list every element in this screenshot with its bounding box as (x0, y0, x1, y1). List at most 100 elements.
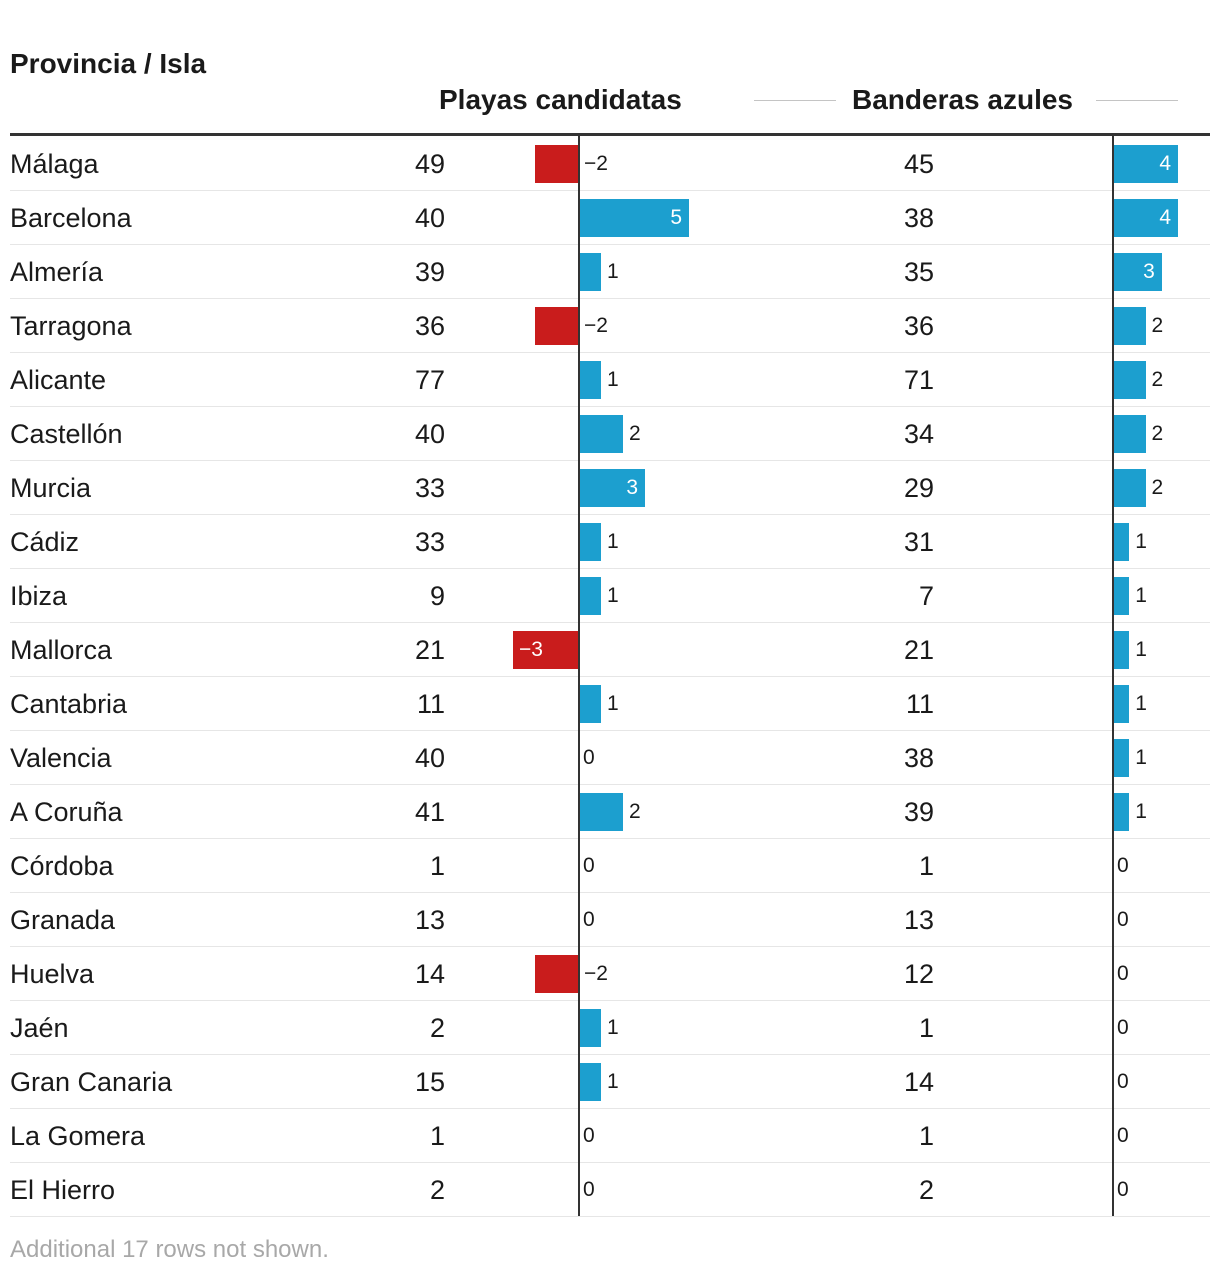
banderas-change-label: 0 (1117, 1070, 1129, 1093)
row-separator (10, 946, 1210, 947)
row-separator (10, 730, 1210, 731)
playas-change-bar (535, 145, 579, 183)
banderas-change-bar (1113, 685, 1130, 723)
banderas-change-label: 0 (1117, 854, 1129, 877)
playas-change-label: 1 (607, 1016, 619, 1039)
header-rule-left (754, 100, 836, 101)
banderas-value: 2 (918, 1175, 934, 1205)
playas-value: 77 (414, 365, 445, 395)
playas-change-bar (535, 307, 579, 345)
province-name: El Hierro (10, 1175, 116, 1205)
banderas-change-bar (1113, 577, 1130, 615)
playas-change-bar (579, 523, 601, 561)
row-separator (10, 1000, 1210, 1001)
playas-change-label: 0 (583, 746, 595, 769)
province-name: Barcelona (10, 203, 132, 233)
row-separator (10, 1162, 1210, 1163)
banderas-change-label: 1 (1135, 530, 1147, 553)
playas-value: 15 (414, 1067, 445, 1097)
row-separator (10, 568, 1210, 569)
banderas-change-label: 0 (1117, 962, 1129, 985)
banderas-change-label: 4 (1159, 152, 1171, 175)
banderas-value: 71 (903, 365, 934, 395)
playas-value: 11 (416, 689, 445, 719)
banderas-change-bar (1113, 145, 1178, 183)
banderas-value: 36 (903, 311, 934, 341)
banderas-change-bar (1113, 307, 1146, 345)
playas-change-label: 1 (607, 530, 619, 553)
playas-change-label: 0 (583, 908, 595, 931)
table-row: Barcelona 40 5 38 4 (10, 191, 1210, 245)
playas-value: 36 (414, 311, 445, 341)
playas-change-bar (579, 1009, 601, 1047)
table-row: Cádiz 33 1 31 1 (10, 515, 1210, 569)
table-row: Jaén 2 1 1 0 (10, 1001, 1210, 1055)
banderas-change-label: 2 (1151, 368, 1164, 391)
banderas-change-label: 2 (1151, 422, 1164, 445)
playas-change-label: 1 (607, 368, 619, 391)
row-separator (10, 190, 1210, 191)
row-separator (10, 838, 1210, 839)
banderas-value: 39 (903, 797, 934, 827)
table-row: Alicante 77 1 71 2 (10, 353, 1210, 407)
row-separator (10, 892, 1210, 893)
table-row: Ibiza 9 1 7 1 (10, 569, 1210, 623)
province-name: Murcia (10, 473, 92, 503)
table-row: Almería 39 1 35 3 (10, 245, 1210, 299)
playas-value: 49 (414, 149, 445, 179)
playas-value: 33 (414, 527, 445, 557)
banderas-change-bar (1113, 523, 1130, 561)
playas-value: 40 (414, 203, 445, 233)
province-name: A Coruña (10, 797, 123, 827)
table-row: Málaga 49 −2 45 4 (10, 137, 1210, 191)
playas-change-label: 2 (629, 800, 641, 823)
banderas-value: 13 (903, 905, 934, 935)
banderas-change-label: 4 (1159, 206, 1171, 229)
playas-value: 33 (414, 473, 445, 503)
playas-change-label: 5 (670, 206, 682, 229)
table-row: Córdoba 1 0 1 0 (10, 839, 1210, 893)
row-separator (10, 406, 1210, 407)
playas-change-bar (579, 685, 601, 723)
province-name: Castellón (10, 419, 123, 449)
banderas-change-label: 2 (1151, 314, 1164, 337)
playas-value: 40 (414, 419, 445, 449)
banderas-change-label: 0 (1117, 1178, 1129, 1201)
playas-change-bar (535, 955, 579, 993)
banderas-value: 35 (903, 257, 934, 287)
playas-value: 1 (429, 851, 445, 881)
banderas-value: 1 (918, 1121, 934, 1151)
province-name: Córdoba (10, 851, 114, 881)
banderas-change-label: 2 (1151, 476, 1164, 499)
table-row: Cantabria 11 1 11 1 (10, 677, 1210, 731)
playas-change-bar (579, 577, 601, 615)
row-separator (10, 1216, 1210, 1217)
playas-value: 1 (429, 1121, 445, 1151)
playas-value: 21 (414, 635, 445, 665)
playas-change-label: 1 (607, 692, 619, 715)
province-name: Tarragona (10, 311, 132, 341)
playas-change-label: 1 (607, 260, 619, 283)
playas-value: 2 (429, 1013, 445, 1043)
banderas-value: 45 (903, 149, 934, 179)
province-name: Almería (10, 257, 104, 287)
banderas-value: 31 (903, 527, 934, 557)
playas-value: 2 (429, 1175, 445, 1205)
playas-change-bar (579, 199, 689, 237)
province-name: Cádiz (10, 527, 80, 557)
banderas-change-label: 0 (1117, 1124, 1129, 1147)
banderas-change-label: 1 (1135, 638, 1147, 661)
playas-change-label: 1 (607, 584, 619, 607)
province-name: Alicante (10, 365, 107, 395)
banderas-value: 1 (918, 851, 934, 881)
playas-change-label: −3 (519, 638, 543, 661)
table-row: Huelva 14 −2 12 0 (10, 947, 1210, 1001)
province-name: Huelva (10, 959, 95, 989)
playas-value: 14 (414, 959, 445, 989)
table-row: Mallorca 21 −3 21 1 (10, 623, 1210, 677)
playas-change-label: 2 (629, 422, 641, 445)
banderas-value: 29 (903, 473, 934, 503)
province-name: Jaén (10, 1013, 69, 1043)
banderas-value: 11 (905, 689, 934, 719)
banderas-value: 12 (903, 959, 934, 989)
